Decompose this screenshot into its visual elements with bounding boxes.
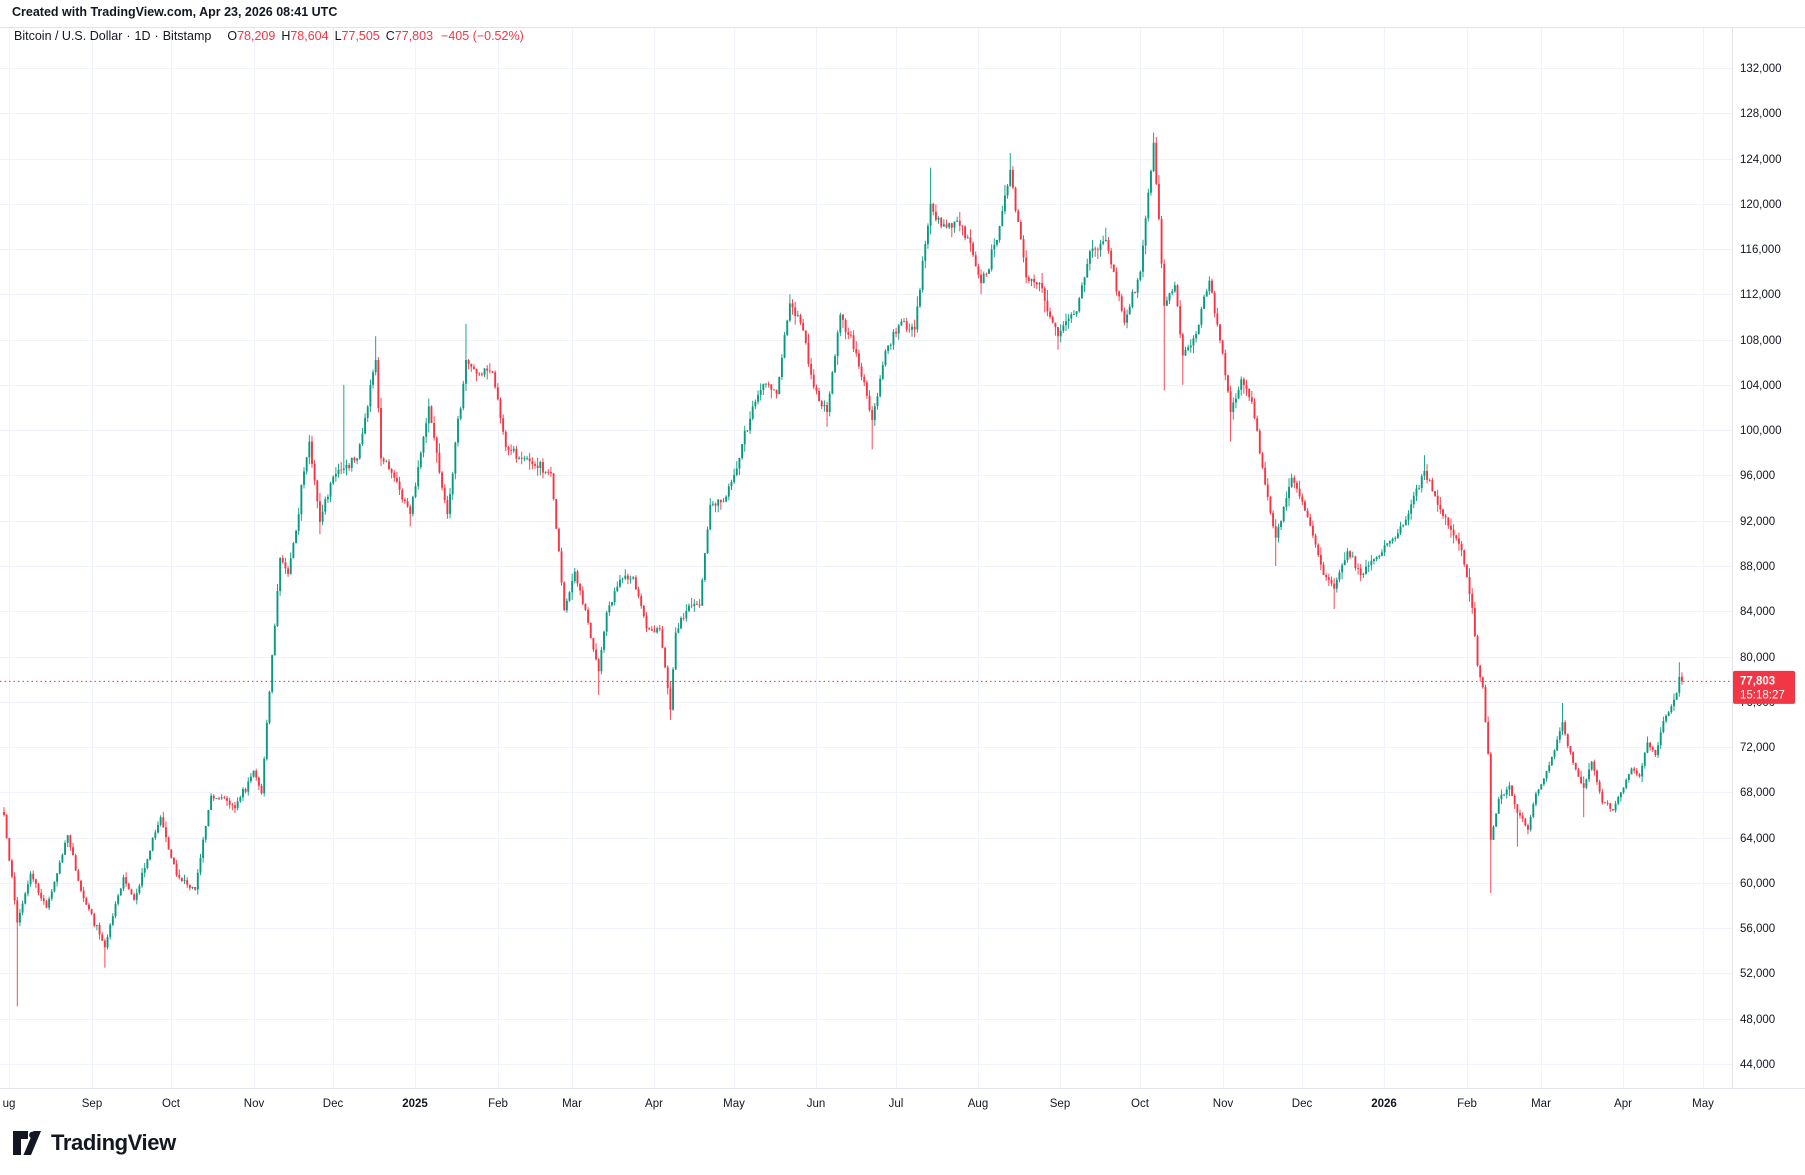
price-axis-label[interactable]: 128,000: [1740, 108, 1782, 120]
time-axis-label[interactable]: Mar: [1531, 1098, 1551, 1110]
time-axis-label[interactable]: Feb: [1457, 1098, 1477, 1110]
price-axis-label[interactable]: 92,000: [1740, 516, 1775, 528]
time-axis-label[interactable]: Sep: [1050, 1098, 1070, 1110]
time-axis-label[interactable]: Oct: [1131, 1098, 1150, 1110]
change-value: −405 (−0.52%): [441, 29, 524, 43]
ohlc-values: O78,209 H78,604 L77,505 C77,803: [221, 29, 433, 43]
last-price-badge[interactable]: [1733, 670, 1795, 704]
price-axis-label[interactable]: 100,000: [1740, 425, 1782, 437]
price-axis-label[interactable]: 116,000: [1740, 244, 1781, 256]
last-price-badge-value: 77,803: [1740, 675, 1775, 687]
time-axis-label[interactable]: Dec: [1292, 1098, 1313, 1110]
price-axis-label[interactable]: 52,000: [1740, 968, 1775, 980]
time-axis-label[interactable]: Apr: [645, 1098, 663, 1110]
price-axis-label[interactable]: 56,000: [1740, 923, 1775, 935]
up-candle-wicks: [19, 132, 1680, 950]
price-axis-label[interactable]: 88,000: [1740, 561, 1775, 573]
tradingview-logo-icon: [13, 1131, 41, 1155]
interval-label[interactable]: 1D: [134, 29, 151, 43]
tradingview-logo[interactable]: TradingView: [12, 1130, 176, 1156]
up-candle-bodies: [18, 142, 1681, 948]
high-value: 78,604: [290, 29, 329, 43]
legend-separator: ·: [154, 29, 159, 43]
low-value: 77,505: [341, 29, 380, 43]
time-axis-label[interactable]: Nov: [244, 1098, 265, 1110]
open-label: O: [227, 29, 238, 43]
open-value: 78,209: [237, 29, 276, 43]
time-axis-label[interactable]: Mar: [562, 1098, 582, 1110]
time-axis-label[interactable]: Sep: [82, 1098, 102, 1110]
close-value: 77,803: [394, 29, 434, 43]
price-axis-label[interactable]: 104,000: [1740, 380, 1782, 392]
price-axis-label[interactable]: 72,000: [1740, 742, 1775, 754]
axis-borders: [0, 27, 1805, 1089]
price-axis-label[interactable]: 48,000: [1740, 1014, 1775, 1026]
time-axis-label[interactable]: Apr: [1614, 1098, 1632, 1110]
symbol-legend[interactable]: Bitcoin / U.S. Dollar · 1D · Bitstamp O78,209…: [14, 29, 524, 43]
price-axis-label[interactable]: 84,000: [1740, 606, 1775, 618]
price-axis-label[interactable]: 80,000: [1740, 652, 1775, 664]
price-axis-label[interactable]: 132,000: [1740, 63, 1782, 75]
down-candle-bodies: [3, 142, 1683, 948]
low-label: L: [334, 29, 342, 43]
time-axis-label[interactable]: Jun: [807, 1098, 826, 1110]
time-axis-label[interactable]: May: [723, 1098, 745, 1110]
grid-lines: [0, 27, 1732, 1088]
price-axis-label[interactable]: 68,000: [1740, 787, 1775, 799]
creation-credit: Created with TradingView.com, Apr 23, 20…: [12, 5, 337, 19]
price-axis-label[interactable]: 96,000: [1740, 470, 1775, 482]
exchange-label: Bitstamp: [162, 29, 212, 43]
time-axis-label[interactable]: 2025: [402, 1098, 428, 1110]
time-axis-label[interactable]: May: [1692, 1098, 1714, 1110]
price-axis-label[interactable]: 108,000: [1740, 335, 1782, 347]
time-axis-label[interactable]: Nov: [1213, 1098, 1234, 1110]
price-axis-label[interactable]: 44,000: [1740, 1059, 1775, 1071]
price-axis-label[interactable]: 112,000: [1740, 289, 1781, 301]
time-axis-label[interactable]: Feb: [488, 1098, 508, 1110]
bar-countdown: 15:18:27: [1740, 689, 1785, 701]
price-axis-label[interactable]: 124,000: [1740, 154, 1782, 166]
high-label: H: [281, 29, 291, 43]
price-axis-label[interactable]: 120,000: [1740, 199, 1782, 211]
symbol-name[interactable]: Bitcoin / U.S. Dollar: [14, 29, 123, 43]
legend-separator: ·: [126, 29, 131, 43]
price-axis-label[interactable]: 60,000: [1740, 878, 1775, 890]
tradingview-logo-text: TradingView: [51, 1130, 176, 1155]
close-label: C: [385, 29, 395, 43]
price-axis-label[interactable]: 64,000: [1740, 833, 1775, 845]
time-axis-label[interactable]: Dec: [323, 1098, 344, 1110]
time-axis-label[interactable]: Oct: [162, 1098, 181, 1110]
credit-text: Created with TradingView.com, Apr 23, 20…: [12, 5, 338, 19]
time-axis-label[interactable]: 2026: [1371, 1098, 1397, 1110]
time-axis-label[interactable]: Aug: [968, 1098, 988, 1110]
time-axis-label[interactable]: Jul: [889, 1098, 904, 1110]
down-candle-wicks: [3, 137, 1683, 1007]
time-axis-label[interactable]: ug: [3, 1098, 16, 1110]
